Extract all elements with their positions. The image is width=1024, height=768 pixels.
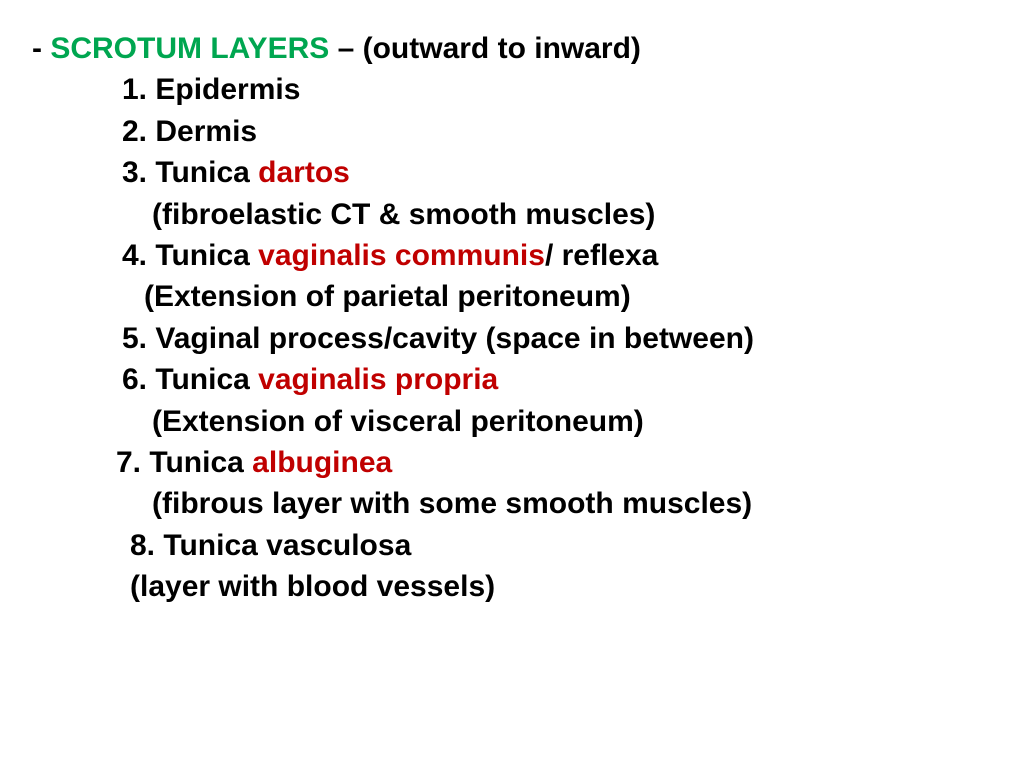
item-subtext: (Extension of visceral peritoneum) (122, 401, 992, 442)
list-item: 6. Tunica vaginalis propria (122, 359, 992, 400)
item-text: Tunica (155, 363, 258, 396)
item-number: 8. (130, 529, 155, 562)
list-item: 4. Tunica vaginalis communis/ reflexa (122, 235, 992, 276)
item-number: 5. (122, 322, 147, 355)
item-highlight: vaginalis propria (258, 363, 498, 396)
item-subtext: (layer with blood vessels) (122, 566, 992, 607)
list-item: 7. Tunica albuginea (116, 442, 992, 483)
outline-list: 1. Epidermis 2. Dermis 3. Tunica dartos … (32, 69, 992, 607)
item-text: Tunica (149, 446, 252, 479)
item-highlight: dartos (258, 156, 350, 189)
list-item: 5. Vaginal process/cavity (space in betw… (122, 318, 992, 359)
item-text: Dermis (155, 115, 257, 148)
item-subtext: (fibrous layer with some smooth muscles) (122, 483, 992, 524)
item-number: 4. (122, 239, 147, 272)
item-number: 2. (122, 115, 147, 148)
item-suffix: / reflexa (545, 239, 658, 272)
item-number: 6. (122, 363, 147, 396)
item-text: Epidermis (155, 73, 300, 106)
title-subtitle: (outward to inward) (363, 32, 641, 65)
item-subtext: (Extension of parietal peritoneum) (122, 276, 992, 317)
list-item: 1. Epidermis (122, 69, 992, 110)
title-dash: - (32, 32, 50, 65)
item-text: Tunica vasculosa (163, 529, 411, 562)
item-text: Tunica (155, 156, 258, 189)
list-item: 3. Tunica dartos (122, 152, 992, 193)
item-highlight: vaginalis communis (258, 239, 545, 272)
item-text: Tunica (155, 239, 258, 272)
title-connector: – (329, 32, 362, 65)
item-text: Vaginal process/cavity (space in between… (155, 322, 754, 355)
item-highlight: albuginea (252, 446, 392, 479)
list-item: 2. Dermis (122, 111, 992, 152)
item-subtext: (fibroelastic CT & smooth muscles) (122, 194, 992, 235)
item-number: 3. (122, 156, 147, 189)
title-row: - SCROTUM LAYERS – (outward to inward) (32, 28, 992, 69)
list-item: 8. Tunica vasculosa (122, 525, 992, 566)
slide-content: - SCROTUM LAYERS – (outward to inward) 1… (32, 28, 992, 607)
slide-title: SCROTUM LAYERS (50, 32, 329, 65)
item-number: 1. (122, 73, 147, 106)
item-number: 7. (116, 446, 141, 479)
